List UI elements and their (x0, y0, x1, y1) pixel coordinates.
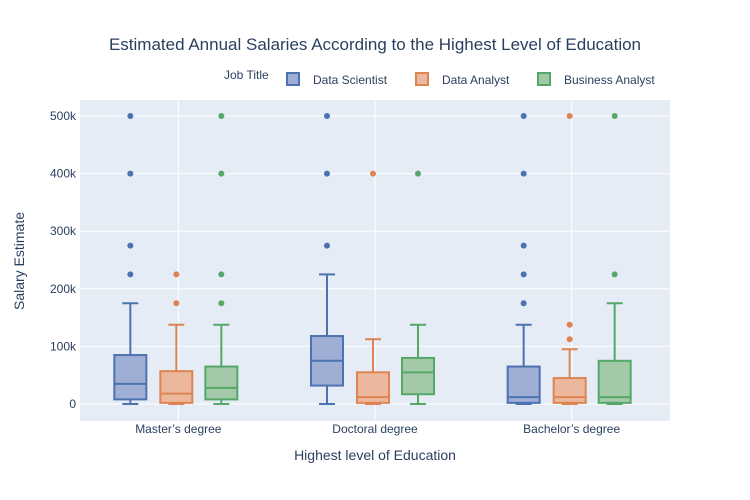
legend-item-data-analyst[interactable]: Data Analyst (415, 72, 510, 87)
box (310, 113, 344, 405)
chart-title: Estimated Annual Salaries According to t… (109, 35, 641, 54)
outlier-point (566, 113, 573, 119)
outlier-point (520, 113, 527, 119)
box (401, 170, 435, 405)
outlier-point (127, 113, 134, 119)
y-axis-ticks: 0 100k 200k 300k 400k 500k (50, 109, 77, 411)
y-tick-label: 200k (50, 282, 77, 296)
box-iqr (113, 354, 148, 401)
box-iqr (597, 359, 632, 404)
box (552, 113, 587, 405)
outlier-point (370, 170, 376, 177)
outlier-point (173, 271, 180, 278)
box (597, 113, 632, 405)
y-tick-label: 400k (50, 167, 77, 181)
legend-swatch (537, 72, 551, 86)
outlier-point (611, 113, 618, 119)
outlier-point (566, 321, 573, 328)
y-tick-label: 300k (50, 224, 77, 238)
outlier-point (566, 336, 573, 343)
outlier-point (218, 271, 225, 278)
outlier-point (127, 170, 134, 177)
outlier-point (127, 242, 134, 249)
legend: Job Title Data Scientist Data Analyst Busi… (224, 68, 655, 87)
x-tick-label: Doctoral degree (332, 422, 418, 436)
x-tick-label: Master’s degree (135, 422, 222, 436)
series-business-analyst (204, 113, 632, 405)
outlier-point (324, 242, 330, 249)
outlier-point (218, 170, 225, 177)
y-axis-title: Salary Estimate (11, 212, 27, 310)
box (159, 271, 194, 405)
legend-item-business-analyst[interactable]: Business Analyst (537, 72, 655, 87)
y-tick-label: 100k (50, 339, 77, 353)
outlier-point (218, 113, 225, 119)
outlier-point (173, 300, 180, 307)
box (356, 170, 390, 405)
y-tick-label: 0 (69, 397, 76, 411)
outlier-point (520, 242, 527, 249)
outlier-point (415, 170, 421, 177)
legend-swatch (286, 72, 300, 86)
outlier-point (324, 113, 330, 119)
legend-label: Data Analyst (442, 73, 510, 87)
outlier-point (127, 271, 134, 278)
x-tick-label: Bachelor’s degree (523, 422, 620, 436)
y-tick-label: 500k (50, 109, 77, 123)
x-axis-title: Highest level of Education (294, 447, 456, 463)
box-iqr (159, 370, 194, 404)
box-series (113, 113, 632, 405)
legend-label: Data Scientist (313, 73, 388, 87)
outlier-point (218, 300, 225, 307)
box-iqr (552, 377, 587, 404)
outlier-point (611, 271, 618, 278)
box-iqr (401, 356, 435, 396)
outlier-point (520, 170, 527, 177)
x-axis-ticks: Master’s degree Doctoral degree Bachelor’s… (135, 422, 620, 436)
legend-item-data-scientist[interactable]: Data Scientist (286, 72, 388, 87)
legend-label: Business Analyst (564, 73, 655, 87)
box-iqr (356, 371, 390, 404)
box (204, 113, 239, 405)
box (506, 113, 541, 405)
box (113, 113, 148, 405)
outlier-point (520, 300, 527, 307)
box-iqr (204, 365, 239, 401)
legend-title: Job Title (224, 68, 269, 82)
series-data-analyst (159, 113, 587, 405)
outlier-point (324, 170, 330, 177)
series-data-scientist (113, 113, 541, 405)
legend-swatch (415, 72, 429, 86)
outlier-point (520, 271, 527, 278)
